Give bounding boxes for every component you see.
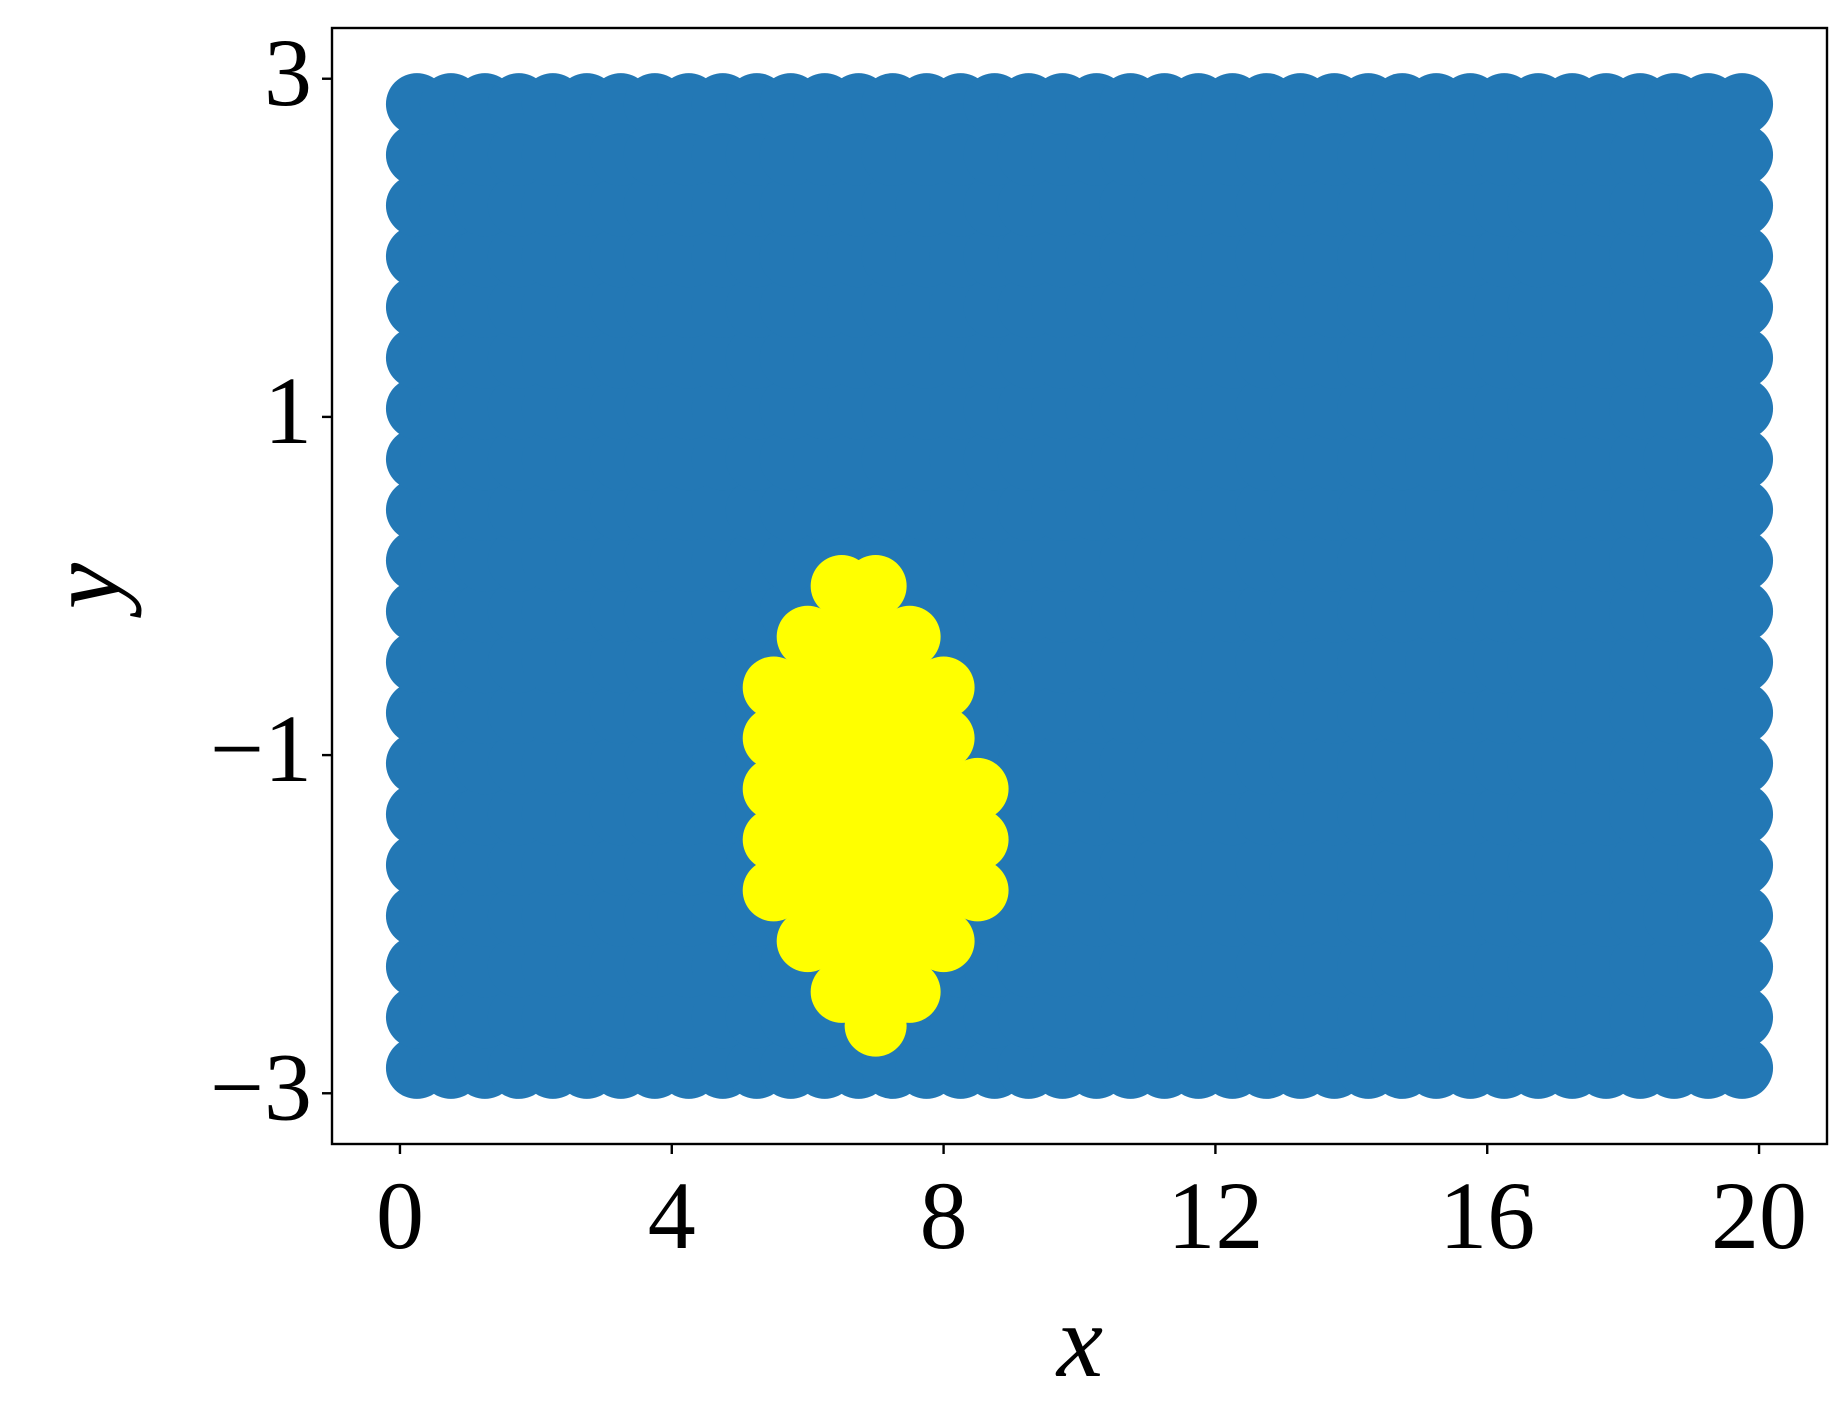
x-tick-label: 12: [1167, 1162, 1263, 1269]
scatter-point: [1711, 123, 1774, 186]
scatter-point: [912, 656, 975, 719]
y-tick-label: 1: [264, 357, 312, 464]
y-axis-label: y: [27, 562, 142, 618]
scatter-point: [1711, 428, 1774, 491]
x-tick-label: 8: [920, 1162, 968, 1269]
scatter-point: [946, 808, 1009, 871]
scatter-point: [946, 757, 1009, 820]
scatter-point: [1711, 935, 1774, 998]
scatter-point: [1711, 834, 1774, 896]
scatter-point: [946, 859, 1009, 922]
y-tick-label: −1: [210, 695, 312, 802]
scatter-point: [1711, 276, 1774, 338]
x-tick-label: 20: [1711, 1162, 1807, 1269]
x-tick-label: 4: [648, 1162, 696, 1269]
scatter-point: [912, 707, 975, 770]
scatter-point: [1711, 73, 1774, 136]
y-tick-label: −3: [210, 1033, 312, 1140]
axes-frame: [330, 26, 1829, 1146]
scatter-point: [1711, 580, 1774, 643]
scatter-point: [1711, 631, 1774, 694]
scatter-point: [1711, 732, 1774, 795]
scatter-point: [1711, 884, 1774, 947]
y-tick-label: 3: [264, 19, 312, 126]
scatter-point: [1711, 681, 1774, 744]
scatter-point: [844, 555, 907, 617]
scatter-point: [878, 605, 941, 668]
plot-area: [385, 73, 1774, 1099]
x-tick-label: 0: [376, 1162, 424, 1269]
scatter-point: [1711, 986, 1774, 1049]
scatter-point: [1711, 225, 1774, 288]
scatter-point: [1711, 529, 1774, 592]
scatter-point: [912, 910, 975, 973]
scatter-point: [1711, 478, 1774, 541]
scatter-point: [1711, 1036, 1774, 1099]
scatter-point: [1711, 174, 1774, 237]
x-axis-label: x: [1055, 1284, 1103, 1399]
x-tick-label: 16: [1439, 1162, 1535, 1269]
scatter-point: [1711, 377, 1774, 440]
scatter-point: [844, 994, 907, 1057]
scatter-point: [1711, 783, 1774, 846]
scatter-point: [1711, 326, 1774, 389]
